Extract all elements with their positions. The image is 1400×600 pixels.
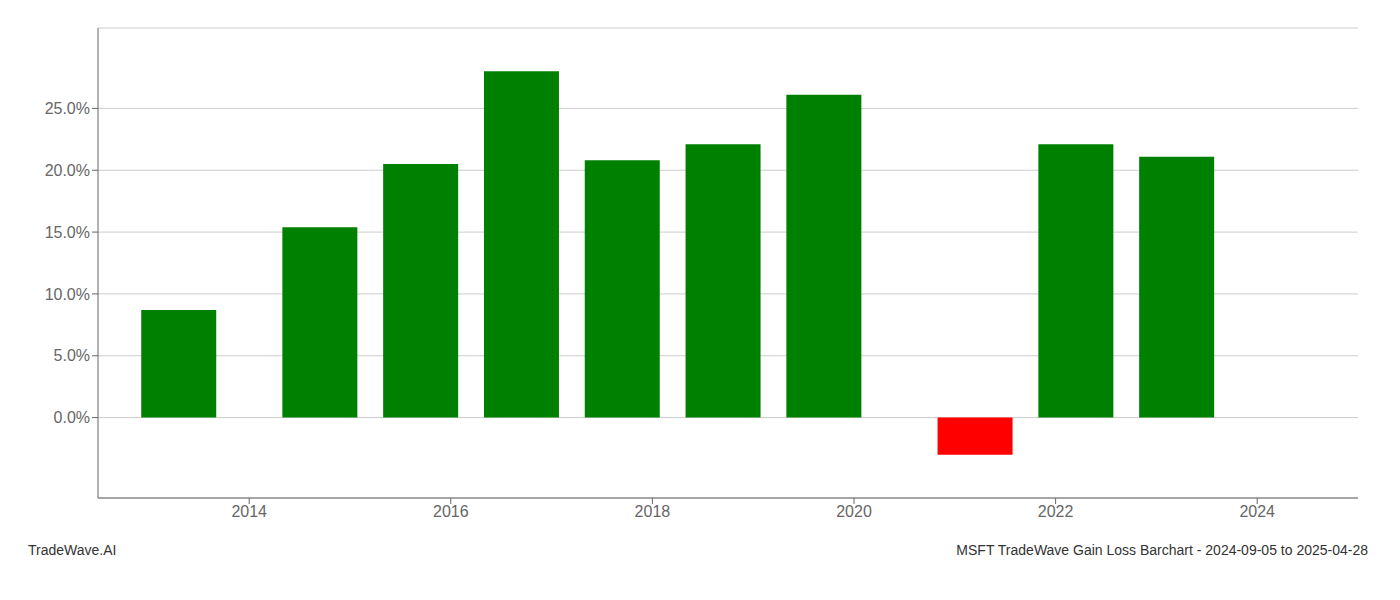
svg-text:20.0%: 20.0% xyxy=(45,162,90,179)
svg-text:2022: 2022 xyxy=(1038,503,1074,520)
svg-text:2020: 2020 xyxy=(836,503,872,520)
svg-text:25.0%: 25.0% xyxy=(45,100,90,117)
svg-text:5.0%: 5.0% xyxy=(54,347,90,364)
svg-text:2016: 2016 xyxy=(433,503,469,520)
html-text:TradeWave.AI: TradeWave.AI xyxy=(28,542,117,558)
svg-text:2024: 2024 xyxy=(1239,503,1275,520)
svg-text:2018: 2018 xyxy=(635,503,671,520)
svg-text:0.0%: 0.0% xyxy=(54,409,90,426)
svg-text:10.0%: 10.0% xyxy=(45,286,90,303)
svg-text:15.0%: 15.0% xyxy=(45,224,90,241)
svg-text:2014: 2014 xyxy=(231,503,267,520)
html-text:MSFT TradeWave Gain Loss Barch: MSFT TradeWave Gain Loss Barchart - 2024… xyxy=(956,542,1368,558)
